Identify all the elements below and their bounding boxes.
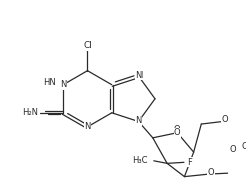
Text: O: O <box>221 115 228 124</box>
Text: O: O <box>230 145 236 154</box>
Text: H₂N: H₂N <box>23 108 39 117</box>
Text: N: N <box>135 117 142 126</box>
Text: HN: HN <box>44 78 57 87</box>
Text: iNH: iNH <box>23 108 38 117</box>
Text: H₂N: H₂N <box>22 108 38 117</box>
Text: O: O <box>208 168 214 177</box>
Text: N: N <box>60 80 66 89</box>
Text: N: N <box>136 71 142 80</box>
Text: N: N <box>84 122 91 131</box>
Text: N: N <box>84 123 91 132</box>
Text: Cl: Cl <box>83 41 92 50</box>
Text: H₃C: H₃C <box>132 156 148 165</box>
Text: N: N <box>135 71 142 80</box>
Text: H₃C: H₃C <box>132 156 147 165</box>
Text: O: O <box>241 142 246 151</box>
Text: HN: HN <box>43 78 56 87</box>
Text: O: O <box>174 125 181 134</box>
Text: F: F <box>187 158 192 167</box>
Text: N: N <box>135 116 142 125</box>
Text: O: O <box>174 128 181 137</box>
Text: N: N <box>60 80 66 89</box>
